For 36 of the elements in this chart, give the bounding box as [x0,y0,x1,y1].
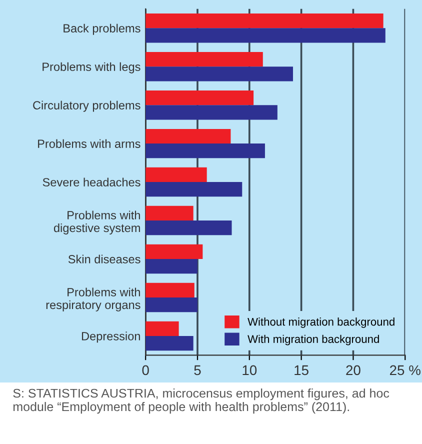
bar [146,282,194,298]
bar [146,206,194,221]
y-tick-label: Depression [82,332,140,343]
y-tick-label: Problems with respiratory organs [46,288,140,312]
bar [146,321,179,336]
bar [146,105,278,120]
text: S: STATISTICS AUSTRIA, microcensus employment figures, ad hoc module “Employment of people with health problems” (2011). [13,388,390,414]
bar [146,167,207,182]
bar [146,336,194,351]
x-tick-label: 0 [142,365,149,376]
bar [146,28,386,43]
bar [146,66,294,82]
legend-label: With migration background [248,334,379,346]
bar [146,90,254,106]
bar [146,128,231,144]
y-tick-label: Skin diseases [68,254,140,264]
x-tick-label: 25 % [390,365,420,376]
bar [146,14,384,28]
bar [146,220,232,236]
x-tick-label: 15 [294,365,308,376]
legend-label: Without migration background [248,318,394,328]
bar [146,297,198,312]
x-tick-label: 5 [194,365,201,376]
bar [146,52,263,67]
y-tick-label: Severe headaches [42,178,140,186]
y-tick-label: Back problems [64,24,140,35]
x-tick-label: 10 [242,365,257,376]
bar [146,182,242,197]
y-tick-label: Circulatory problems [33,100,140,112]
bar [146,259,198,274]
bar [146,144,265,158]
bar [146,244,203,259]
y-tick-label: Problems with arms [38,139,140,148]
x-tick-label: 20 [346,365,360,376]
y-tick-label: Problems with digestive system [54,210,140,234]
y-tick-label: Problems with legs [42,62,140,74]
